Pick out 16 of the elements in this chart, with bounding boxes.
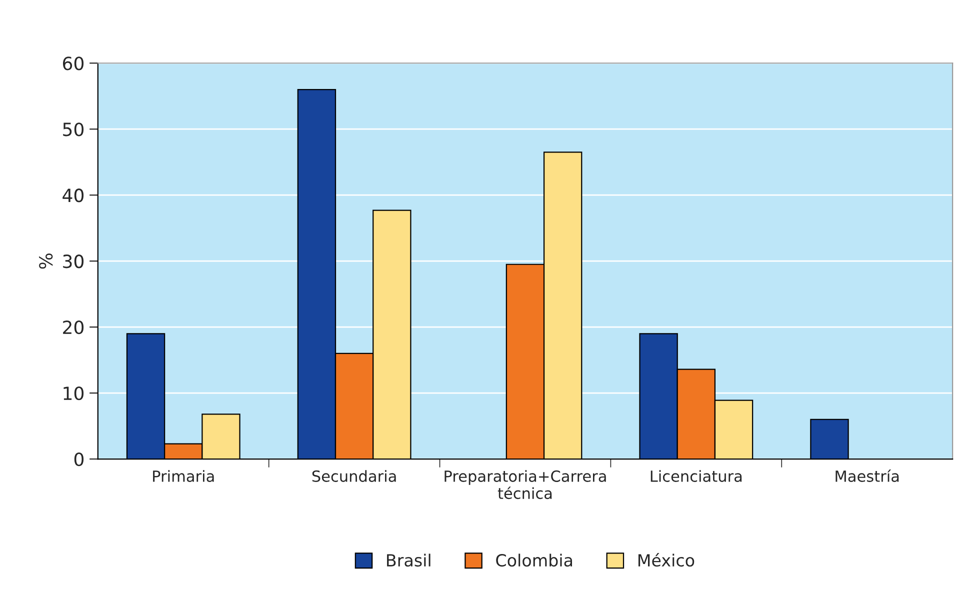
y-tick-label: 40	[62, 188, 84, 202]
y-tick-label: 10	[64, 386, 84, 400]
y-tick-label: 30	[63, 254, 84, 268]
y-tick-label: 60	[62, 56, 84, 70]
legend-label: Colombia	[496, 554, 572, 567]
x-tick-label: Licenciatura	[650, 470, 742, 482]
y-tick-label: 50	[63, 122, 84, 136]
x-tick-label: Preparatoria+Carrera técnica	[444, 470, 606, 500]
y-axis-title: %	[39, 253, 53, 269]
x-tick-label: Primaria	[153, 470, 214, 482]
x-tick-label: Maestría	[836, 470, 899, 482]
legend-label: Brasil	[387, 554, 430, 567]
y-tick-label: 0	[74, 452, 84, 466]
x-tick-label: Secundaria	[312, 470, 396, 482]
legend-label: México	[638, 553, 694, 567]
y-tick-label: 20	[63, 320, 84, 334]
